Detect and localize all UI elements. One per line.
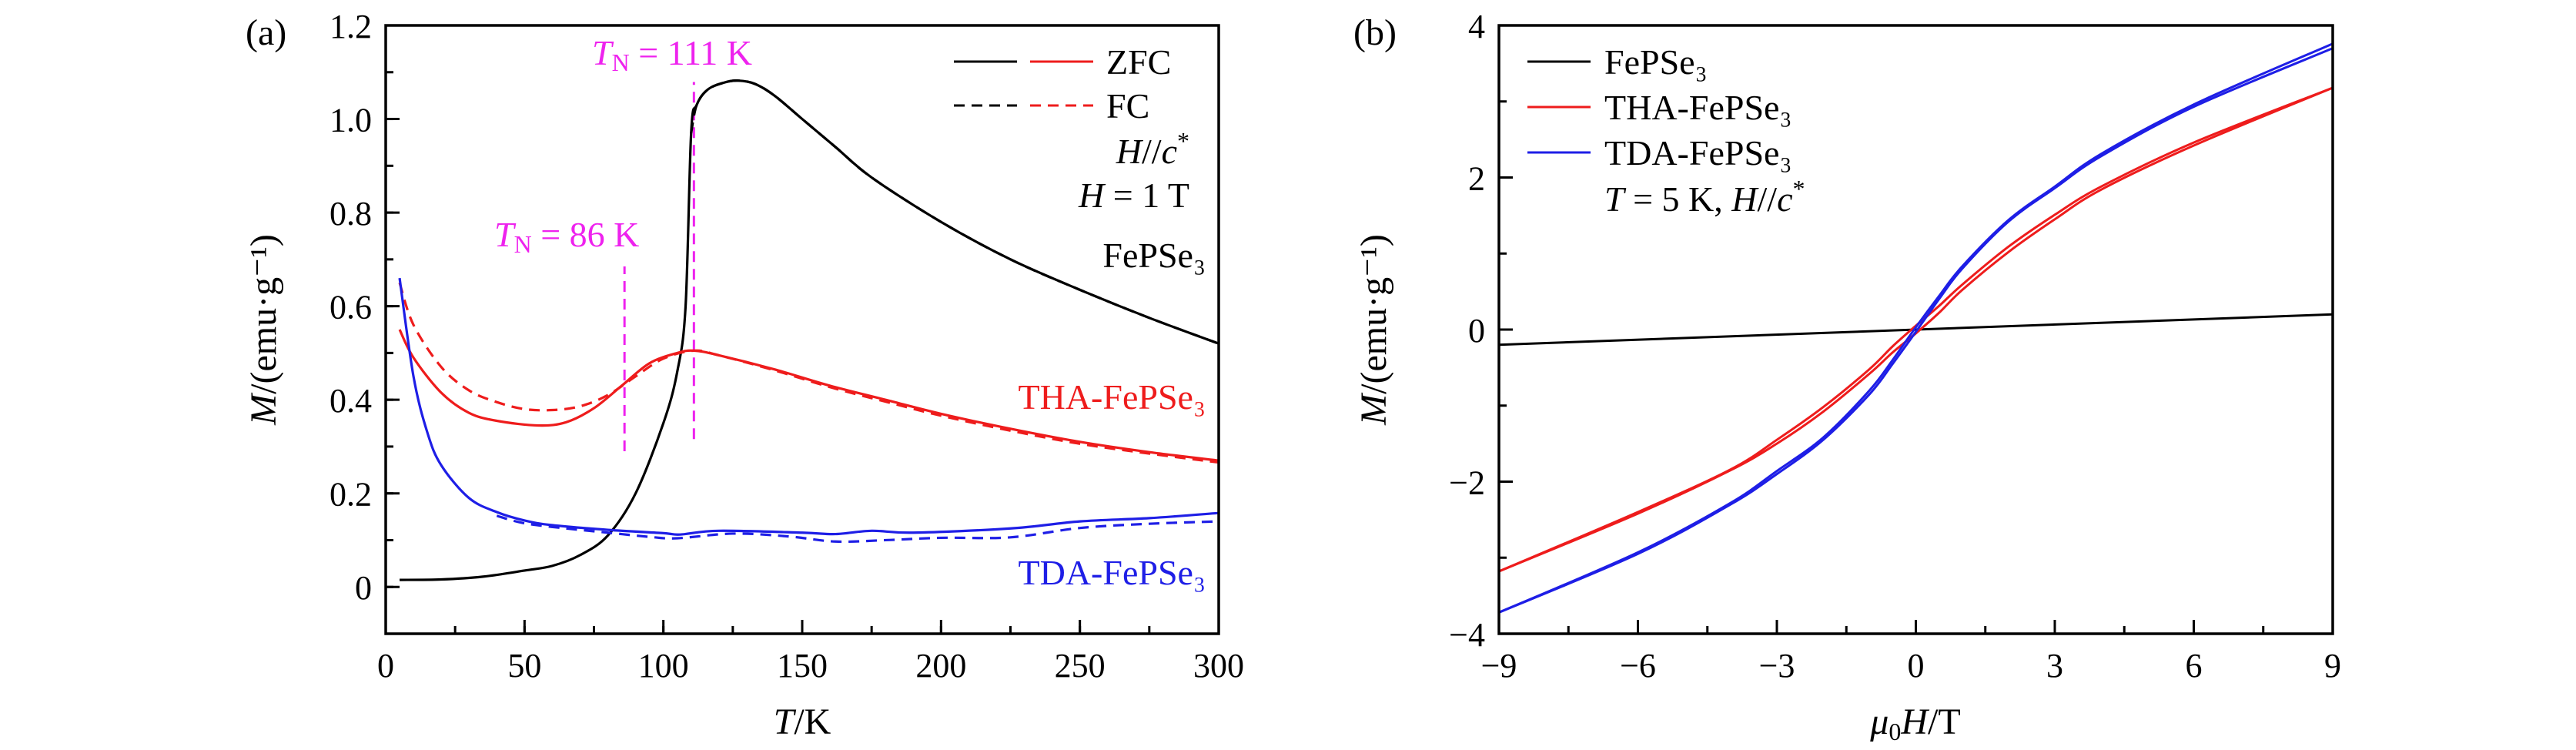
x-tick-label: 200 [915, 647, 966, 685]
panel-b-xlabel: μ0H/T [1869, 701, 1960, 745]
legend-field-value: H = 1 T [1078, 176, 1189, 215]
x-tick-label: −6 [1620, 647, 1656, 685]
series-tha-fc [398, 282, 1219, 464]
legend-fc-label: FC [1106, 86, 1149, 126]
series-fepse3-zfc [400, 79, 1219, 581]
series-fepse3-branch [1498, 313, 2333, 347]
series-tda-branch [1498, 47, 2333, 614]
x-tick-label: 250 [1055, 647, 1106, 685]
y-tick-label: 1.2 [330, 8, 372, 45]
series-tda-branch [1498, 42, 2333, 614]
x-tick-label: 100 [638, 647, 689, 685]
x-tick-label: 150 [777, 647, 828, 685]
panel-b: (b) μ0H/T M/(emu·g⁻¹) FePSe₃ THA-FePSe₃ … [1353, 12, 1961, 745]
series-tda-zfc [398, 277, 1219, 536]
y-tick-label: −2 [1449, 464, 1485, 502]
x-tick-label: 9 [2324, 647, 2341, 685]
legend-zfc-label: ZFC [1106, 42, 1171, 82]
x-tick-label: 0 [1908, 647, 1925, 685]
legend-field-direction: H//c* [1116, 127, 1189, 171]
curve-label-tda: TDA-FePSe₃ [1019, 553, 1206, 592]
plot-frame [384, 24, 1220, 635]
y-tick-label: 1.0 [330, 102, 372, 139]
panel-a-plot: 0 50 100 150 200 250 300 0 0.2 0.4 0.6 0.8 1.0 1.2 [330, 8, 1244, 685]
legend-tha-label: THA-FePSe₃ [1604, 88, 1791, 127]
y-tick-label: 4 [1468, 8, 1485, 45]
plot-frame [1497, 24, 2334, 635]
curve-label-tha: THA-FePSe₃ [1019, 377, 1206, 417]
y-tick-label: 0.6 [330, 289, 372, 326]
x-tick-label: 3 [2046, 647, 2063, 685]
y-tick-label: 2 [1468, 160, 1485, 198]
panel-a: (a) T/K M/(emu·g⁻¹) TN = 111 K TN = 86 K… [243, 12, 1206, 742]
panel-a-label: (a) [246, 12, 286, 53]
annotation-tn-111: TN = 111 K [592, 33, 752, 76]
series-fepse3-fc [690, 79, 1219, 345]
legend-condition: T = 5 K, H//c* [1604, 175, 1805, 219]
series-tda-fc [496, 514, 1219, 544]
panel-b-plot: −9 −6 −3 0 3 6 9 −4 −2 0 2 4 [1449, 8, 2341, 685]
x-tick-label: −3 [1759, 647, 1795, 685]
annotation-tn-86: TN = 86 K [494, 215, 639, 258]
panel-a-xlabel: T/K [774, 701, 831, 742]
legend-tda-label: TDA-FePSe₃ [1604, 133, 1791, 172]
y-tick-label: 0.4 [330, 382, 372, 420]
x-tick-label: −9 [1481, 647, 1517, 685]
panel-a-ylabel: M/(emu·g⁻¹) [243, 234, 284, 426]
panel-b-ylabel: M/(emu·g⁻¹) [1353, 234, 1394, 426]
x-tick-label: 50 [507, 647, 541, 685]
y-tick-label: −4 [1449, 616, 1485, 654]
legend-fepse3-label: FePSe₃ [1604, 42, 1708, 82]
y-tick-label: 0.8 [330, 195, 372, 233]
y-tick-label: 0 [1468, 312, 1485, 350]
x-tick-label: 6 [2186, 647, 2203, 685]
y-tick-label: 0 [355, 569, 372, 607]
curve-label-fepse3: FePSe₃ [1102, 236, 1206, 275]
y-tick-label: 0.2 [330, 476, 372, 514]
panel-b-label: (b) [1353, 12, 1397, 53]
x-tick-label: 300 [1193, 647, 1244, 685]
series-tha-zfc [398, 329, 1219, 462]
x-tick-label: 0 [377, 647, 394, 685]
